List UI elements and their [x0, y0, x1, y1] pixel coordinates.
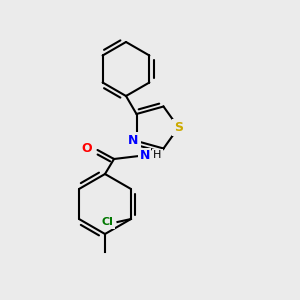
Text: H: H	[153, 150, 161, 161]
Text: N: N	[128, 134, 139, 148]
Text: S: S	[174, 121, 183, 134]
Text: O: O	[82, 142, 92, 155]
Text: N: N	[140, 149, 150, 162]
Text: Cl: Cl	[101, 217, 113, 227]
